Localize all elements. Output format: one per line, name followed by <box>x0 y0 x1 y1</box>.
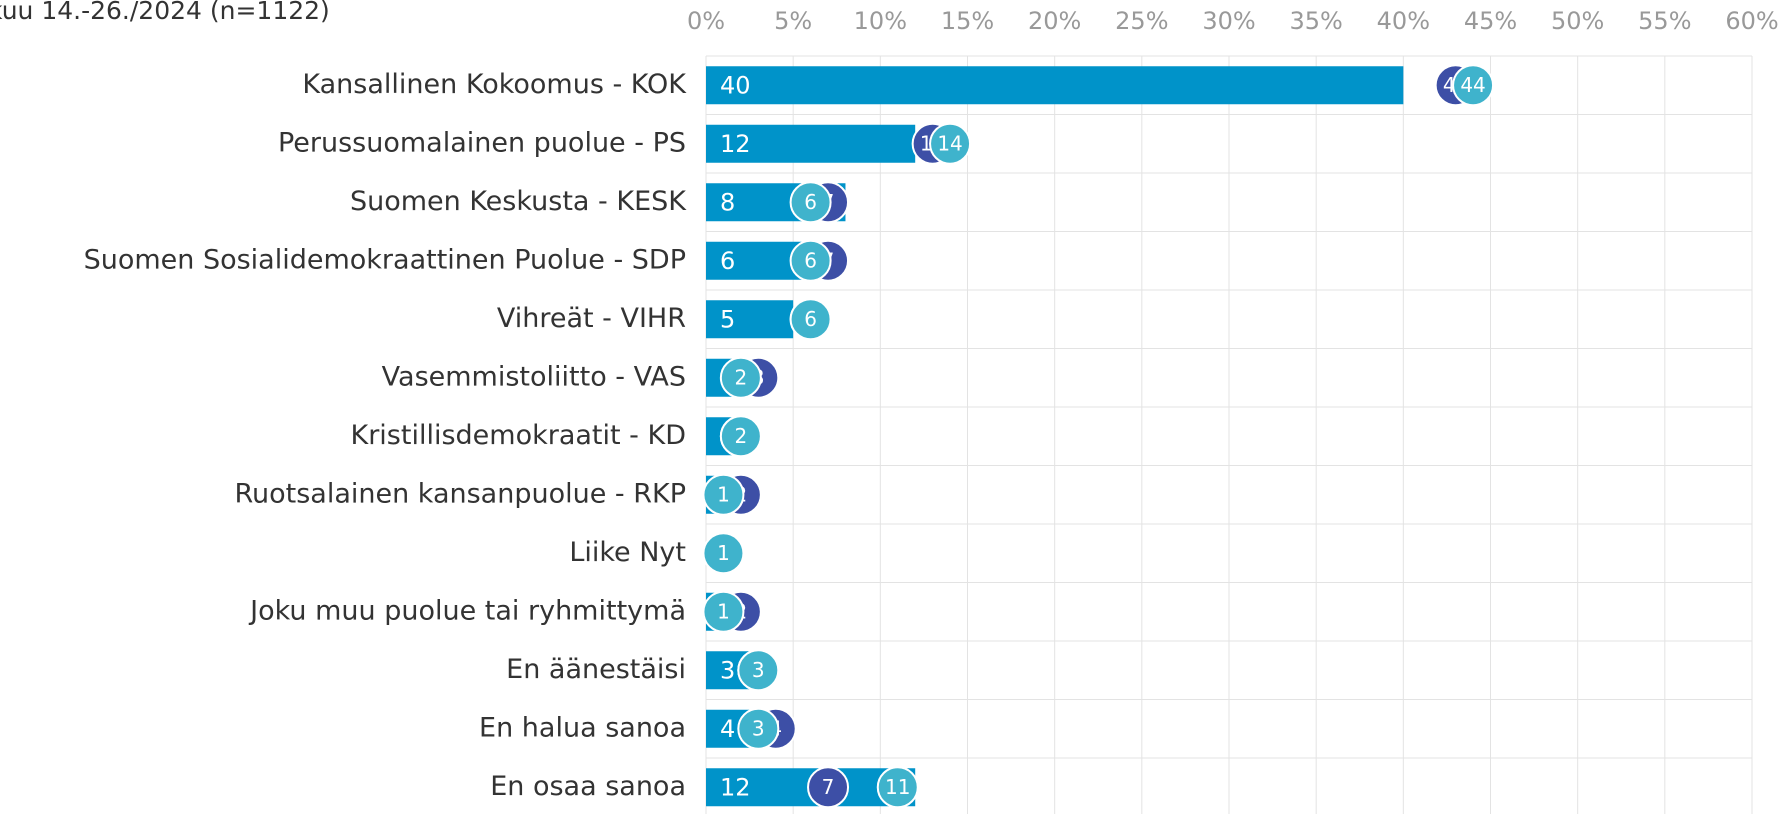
y-tick-label: En osaa sanoa <box>490 771 686 802</box>
dot-label: 2 <box>734 365 747 389</box>
chart-title: kuu 14.-26./2024 (n=1122) <box>0 0 330 25</box>
dot-label: 7 <box>822 775 835 799</box>
bar-value-label: 5 <box>720 305 735 333</box>
y-tick-label: Kansallinen Kokoomus - KOK <box>302 69 687 100</box>
dot <box>1452 64 1495 107</box>
x-tick-label: 5% <box>774 7 812 35</box>
dot <box>789 298 832 341</box>
dot <box>702 532 745 575</box>
y-tick-label: Perussuomalainen puolue - PS <box>278 127 686 158</box>
y-tick-label: Ruotsalainen kansanpuolue - RKP <box>234 478 686 509</box>
dot <box>929 122 972 165</box>
dot-label: 6 <box>804 190 817 214</box>
dot-label: 1 <box>717 541 730 565</box>
bar <box>706 300 794 339</box>
dot-label: 6 <box>804 248 817 272</box>
y-tick-label: Vihreät - VIHR <box>497 303 686 334</box>
x-tick-label: 40% <box>1377 7 1430 35</box>
dot <box>702 590 745 633</box>
dot <box>789 181 832 224</box>
dot-label: 6 <box>804 307 817 331</box>
bar-value-label: 6 <box>720 247 735 275</box>
dot-label: 2 <box>734 424 747 448</box>
dot-label: 1 <box>717 482 730 506</box>
dot <box>876 766 919 809</box>
x-tick-label: 0% <box>687 7 725 35</box>
dot <box>789 239 832 282</box>
bar-value-label: 4 <box>720 715 735 743</box>
dot-label: 3 <box>752 658 765 682</box>
x-tick-label: 60% <box>1725 7 1778 35</box>
dot <box>737 649 780 692</box>
y-tick-label: En halua sanoa <box>479 712 686 743</box>
x-tick-label: 35% <box>1289 7 1342 35</box>
x-tick-label: 25% <box>1115 7 1168 35</box>
x-tick-label: 10% <box>854 7 907 35</box>
bar <box>706 124 916 163</box>
x-tick-label: 15% <box>941 7 994 35</box>
dot <box>737 707 780 750</box>
bar-value-label: 3 <box>720 656 735 684</box>
dot-label: 11 <box>885 775 910 799</box>
y-tick-label: Kristillisdemokraatit - KD <box>350 420 686 451</box>
y-tick-label: Liike Nyt <box>569 537 686 568</box>
dot-label: 44 <box>1460 73 1485 97</box>
y-tick-label: Suomen Sosialidemokraattinen Puolue - SD… <box>84 244 686 275</box>
x-tick-label: 50% <box>1551 7 1604 35</box>
bar <box>706 66 1404 105</box>
x-tick-label: 20% <box>1028 7 1081 35</box>
x-tick-label: 30% <box>1202 7 1255 35</box>
y-tick-label: Vasemmistoliitto - VAS <box>382 361 686 392</box>
dot-label: 14 <box>937 131 962 155</box>
bar-value-label: 8 <box>720 188 735 216</box>
y-tick-label: Suomen Keskusta - KESK <box>350 186 687 217</box>
bar-value-label: 12 <box>720 130 751 158</box>
dot-label: 1 <box>717 599 730 623</box>
dot <box>807 766 850 809</box>
bar-value-label: 40 <box>720 71 751 99</box>
bar-value-label: 12 <box>720 773 751 801</box>
x-tick-label: 55% <box>1638 7 1691 35</box>
dot-label: 3 <box>752 716 765 740</box>
x-tick-label: 45% <box>1464 7 1517 35</box>
y-tick-label: Joku muu puolue tai ryhmittymä <box>248 595 686 626</box>
dot <box>719 415 762 458</box>
dot <box>719 356 762 399</box>
dot <box>702 473 745 516</box>
y-tick-label: En äänestäisi <box>506 654 686 685</box>
